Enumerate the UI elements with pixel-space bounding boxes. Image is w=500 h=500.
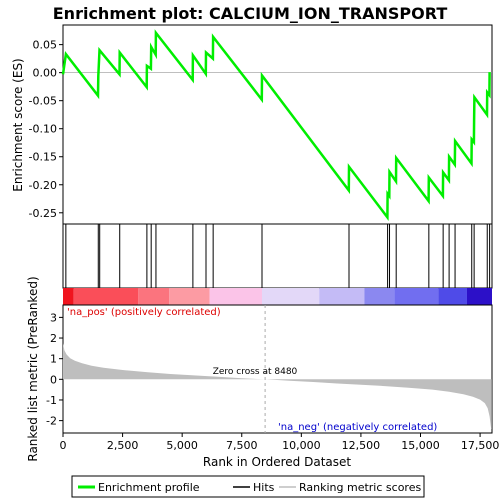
color-bar-segment bbox=[169, 288, 210, 305]
metric-y-tick-label: -1 bbox=[46, 394, 57, 407]
x-tick-label: 2,500 bbox=[107, 439, 139, 452]
color-bar-segment bbox=[466, 288, 492, 305]
x-tick-label: 10,000 bbox=[282, 439, 321, 452]
color-bar-segment bbox=[394, 288, 439, 305]
legend-es-label: Enrichment profile bbox=[98, 481, 200, 494]
x-tick-label: 7,500 bbox=[226, 439, 258, 452]
x-axis-label: Rank in Ordered Dataset bbox=[203, 455, 351, 469]
x-tick-label: 12,500 bbox=[342, 439, 381, 452]
es-y-tick-label: -0.15 bbox=[29, 151, 57, 164]
neg-label: 'na_neg' (negatively correlated) bbox=[278, 422, 437, 433]
metric-panel-frame bbox=[62, 304, 493, 434]
ranking-metric-area bbox=[63, 343, 492, 429]
legend-hits-label: Hits bbox=[253, 481, 275, 494]
es-y-tick-label: -0.05 bbox=[29, 95, 57, 108]
es-y-axis-label: Enrichment score (ES) bbox=[11, 58, 25, 191]
legend-metric-label: Ranking metric scores bbox=[299, 481, 421, 494]
color-bar-segment bbox=[262, 288, 320, 305]
metric-y-tick-label: 0 bbox=[50, 373, 57, 386]
pos-label: 'na_pos' (positively correlated) bbox=[67, 307, 221, 318]
es-y-tick-label: 0.00 bbox=[33, 67, 58, 80]
x-tick-label: 5,000 bbox=[166, 439, 198, 452]
zero-cross-label: Zero cross at 8480 bbox=[213, 367, 298, 377]
es-y-tick-label: -0.10 bbox=[29, 123, 57, 136]
color-bar-segment bbox=[138, 288, 170, 305]
color-bar-segment bbox=[364, 288, 395, 305]
color-bar-segment bbox=[63, 288, 74, 305]
x-tick-label: 15,000 bbox=[401, 439, 440, 452]
enrichment-profile-line bbox=[61, 29, 491, 221]
metric-y-tick-label: -2 bbox=[46, 415, 57, 428]
color-bar-segment bbox=[438, 288, 467, 305]
x-tick-label: 0 bbox=[60, 439, 67, 452]
color-bar-segment bbox=[319, 288, 365, 305]
metric-y-tick-label: 2 bbox=[50, 332, 57, 345]
color-bar-segment bbox=[73, 288, 139, 305]
chart-title: Enrichment plot: CALCIUM_ION_TRANSPORT bbox=[53, 4, 448, 23]
es-y-tick-label: 0.05 bbox=[33, 39, 58, 52]
metric-y-axis-label: Ranked list metric (PreRanked) bbox=[26, 276, 40, 461]
metric-y-tick-label: 1 bbox=[50, 353, 57, 366]
metric-y-tick-label: 3 bbox=[50, 311, 57, 324]
es-y-tick-label: -0.25 bbox=[29, 207, 57, 220]
color-bar-segment bbox=[209, 288, 263, 305]
x-tick-label: 17,500 bbox=[461, 439, 500, 452]
es-y-tick-label: -0.20 bbox=[29, 179, 57, 192]
hits-panel-frame bbox=[62, 223, 493, 289]
